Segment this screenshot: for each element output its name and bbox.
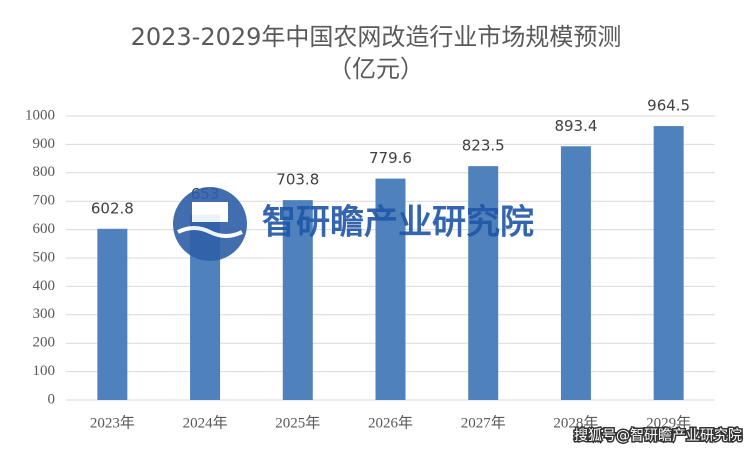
value-label: 602.8 (91, 199, 134, 217)
value-label: 964.5 (647, 97, 690, 115)
x-tick-label: 2024年 (183, 414, 228, 431)
chart-subtitle: （亿元） (328, 55, 424, 83)
value-label: 893.4 (554, 117, 597, 135)
y-tick-label: 500 (33, 249, 56, 265)
y-tick-label: 400 (33, 278, 56, 294)
x-tick-label: 2025年 (275, 414, 320, 431)
x-tick-label: 2027年 (461, 414, 506, 431)
source-text: 搜狐号@智研瞻产业研究院 (574, 427, 742, 444)
y-tick-label: 900 (33, 136, 56, 152)
watermark: 智研瞻产业研究院 (173, 187, 534, 261)
y-tick-label: 0 (48, 391, 56, 407)
bar (468, 166, 499, 400)
y-tick-label: 200 (33, 335, 56, 351)
watermark-text: 智研瞻产业研究院 (262, 203, 534, 243)
x-tick-label: 2023年 (90, 414, 135, 431)
bar (653, 126, 684, 400)
y-tick-label: 100 (33, 363, 56, 379)
y-tick-label: 600 (33, 221, 56, 237)
x-tick-label: 2028年 (553, 414, 598, 431)
value-label: 779.6 (369, 149, 412, 167)
bar (560, 146, 591, 400)
y-tick-label: 300 (33, 306, 56, 322)
watermark-logo (173, 187, 247, 261)
bar (97, 228, 128, 400)
x-tick-label: 2029年 (646, 414, 691, 431)
y-tick-label: 700 (33, 193, 56, 209)
y-tick-label: 1000 (25, 107, 55, 123)
y-tick-label: 800 (33, 164, 56, 180)
bar (282, 200, 313, 400)
chart-title: 2023-2029年中国农网改造行业市场规模预测 (131, 23, 622, 51)
watermark-logo-building (192, 202, 228, 222)
x-tick-label: 2026年 (368, 414, 413, 431)
value-label: 703.8 (276, 171, 319, 189)
watermark-logo-wave (177, 226, 243, 238)
value-label: 823.5 (462, 137, 505, 155)
bar (375, 178, 406, 400)
